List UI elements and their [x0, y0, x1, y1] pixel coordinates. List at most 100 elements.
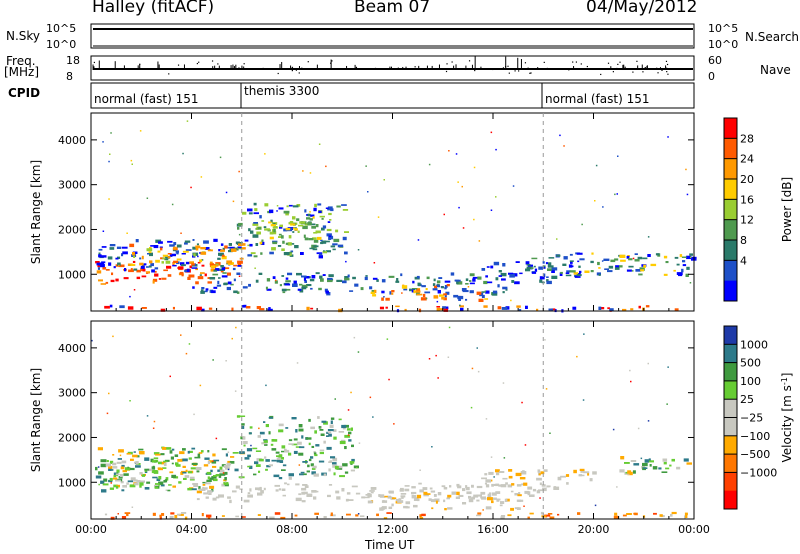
power-cell: [493, 261, 500, 266]
power-cell: [173, 242, 177, 246]
velocity-cell: [653, 512, 657, 515]
velocity-cell: [230, 456, 235, 458]
power-cell: [637, 256, 643, 260]
velocity-cell: [229, 499, 232, 504]
velocity-cell: [541, 515, 547, 518]
velocity-cell: [102, 483, 109, 486]
power-cell: [381, 297, 384, 301]
velocity-cell: [341, 424, 347, 429]
power-cell: [139, 262, 144, 266]
velocity-cell: [268, 417, 273, 419]
velocity-cell: [95, 466, 98, 471]
power-cell: [445, 306, 449, 310]
power-cell: [278, 236, 284, 238]
power-cell: [414, 290, 421, 293]
power-scatter: [647, 236, 650, 238]
power-cell: [218, 249, 222, 252]
power-cell: [269, 209, 274, 214]
power-cell: [328, 212, 332, 216]
velocity-cell: [276, 459, 281, 463]
velocity-cell: [249, 432, 252, 435]
power-cell: [619, 254, 626, 258]
velocity-cell: [518, 499, 524, 502]
power-cell: [607, 270, 613, 273]
power-cell: [441, 286, 444, 289]
velocity-cell: [241, 436, 246, 440]
x-tick-label: 12:00: [377, 523, 409, 536]
freq-dot: [518, 70, 520, 72]
power-scatter: [108, 198, 110, 200]
power-cell: [453, 294, 459, 298]
velocity-cell: [129, 484, 136, 488]
power-scatter: [614, 193, 616, 196]
power-cell: [498, 270, 502, 273]
freq-dot: [657, 72, 659, 74]
colorbar-segment: [724, 362, 737, 382]
colorbar-label: Power [dB]: [780, 177, 794, 242]
power-cell: [313, 232, 318, 234]
power-cell: [389, 291, 392, 295]
velocity-cell: [326, 446, 332, 450]
power-cell: [321, 227, 325, 231]
y-tick-label: 4000: [58, 342, 86, 355]
velocity-cell: [313, 451, 316, 454]
power-cell: [301, 275, 307, 278]
power-cell: [187, 276, 191, 280]
x-tick-label: 00:00: [678, 523, 710, 536]
power-cell: [444, 294, 447, 298]
power-cell: [342, 280, 347, 284]
power-cell: [469, 290, 474, 294]
freq-dot: [616, 67, 618, 70]
power-scatter: [467, 286, 470, 288]
power-cell: [255, 243, 259, 246]
y-tick-label: 3000: [58, 179, 86, 192]
velocity-scatter: [357, 351, 360, 353]
power-cell: [438, 308, 443, 311]
velocity-scatter: [91, 339, 93, 342]
velocity-cell: [649, 464, 652, 467]
nsky-label: N.Sky: [6, 29, 41, 43]
velocity-cell: [418, 482, 422, 485]
velocity-cell: [255, 487, 260, 491]
power-cell: [638, 305, 641, 309]
power-cell: [327, 278, 333, 283]
velocity-cell: [243, 444, 246, 447]
velocity-cell: [330, 456, 336, 459]
power-cell: [204, 290, 208, 293]
power-cell: [326, 292, 331, 296]
power-cell: [176, 244, 182, 248]
power-cell: [559, 272, 563, 276]
velocity-cell: [348, 439, 352, 442]
velocity-cell: [249, 426, 253, 429]
velocity-cell: [428, 498, 432, 501]
velocity-cell: [144, 470, 147, 472]
velocity-cell: [207, 450, 210, 453]
velocity-cell: [626, 513, 632, 515]
velocity-cell: [430, 490, 436, 493]
velocity-cell: [284, 482, 287, 485]
freq-dot: [492, 68, 494, 71]
velocity-cell: [519, 477, 526, 480]
power-scatter: [110, 132, 112, 134]
power-cell: [492, 292, 498, 296]
power-cell: [460, 307, 464, 311]
velocity-cell: [491, 492, 497, 496]
power-cell: [597, 261, 600, 266]
velocity-cell: [310, 426, 315, 430]
velocity-cell: [184, 475, 190, 478]
velocity-cell: [508, 469, 513, 472]
velocity-cell: [306, 470, 310, 473]
power-cell: [609, 308, 614, 311]
velocity-cell: [306, 493, 313, 497]
velocity-cell: [522, 470, 525, 473]
velocity-scatter: [372, 416, 374, 418]
power-cell: [321, 240, 327, 244]
power-cell: [121, 246, 128, 249]
velocity-cell: [163, 462, 167, 467]
velocity-cell: [333, 436, 337, 440]
velocity-scatter: [353, 336, 356, 339]
power-cell: [172, 306, 175, 310]
power-cell: [152, 280, 155, 284]
velocity-cell: [493, 483, 498, 486]
